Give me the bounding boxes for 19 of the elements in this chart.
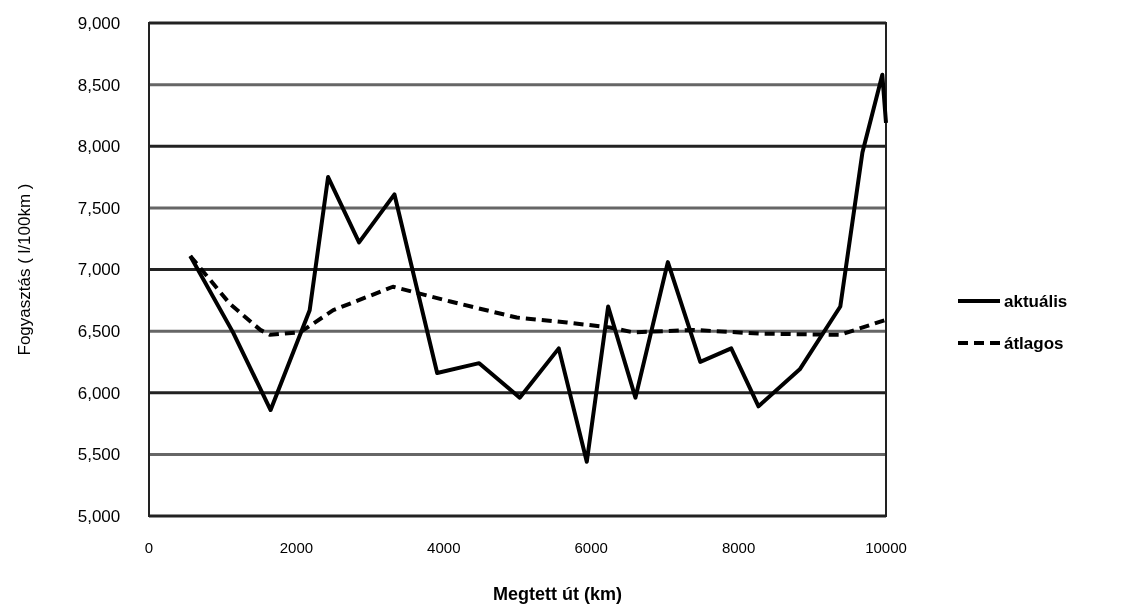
- y-tick-label: 7,500: [77, 198, 121, 218]
- y-tick-label: 8,000: [77, 137, 121, 157]
- legend-label: átlagos: [1004, 333, 1064, 353]
- x-tick-label: 4000: [427, 539, 461, 556]
- y-tick-label: 7,000: [77, 260, 121, 280]
- x-tick-label: 10000: [865, 539, 907, 556]
- y-axis-title: Fogyasztás ( l/100km ): [15, 183, 34, 356]
- x-tick-label: 0: [144, 539, 154, 556]
- x-tick-label: 8000: [721, 539, 756, 556]
- x-tick-label: 6000: [574, 539, 608, 556]
- y-tick-label: 6,500: [77, 322, 121, 342]
- x-tick-label: 2000: [279, 539, 314, 556]
- y-tick-label: 9,000: [77, 13, 121, 33]
- y-tick-label: 5,500: [77, 445, 121, 465]
- y-tick-label: 5,000: [77, 506, 121, 526]
- y-tick-label: 6,000: [77, 383, 121, 403]
- x-axis-title: Megtett út (km): [493, 584, 622, 604]
- y-tick-label: 8,500: [77, 75, 121, 95]
- legend-label: aktuális: [1004, 291, 1068, 311]
